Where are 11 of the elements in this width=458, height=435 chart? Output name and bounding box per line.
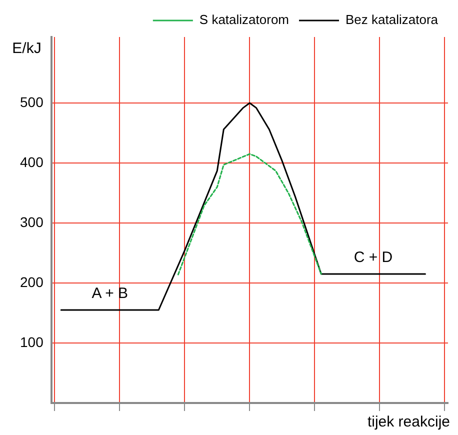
y-tick-label: 200	[20, 274, 44, 290]
y-axis-title: E/kJ	[12, 40, 42, 58]
line-series	[177, 153, 322, 276]
y-tick-label: 300	[20, 214, 44, 230]
legend-label: S katalizatorom	[199, 12, 290, 28]
y-tick-label: 100	[20, 334, 44, 350]
legend-label: Bez katalizatora	[346, 12, 439, 28]
annotation: C + D	[354, 249, 393, 266]
y-tick-label: 500	[20, 94, 44, 110]
x-axis-title: tijek reakcije	[367, 414, 450, 431]
y-tick-label: 400	[20, 154, 44, 170]
